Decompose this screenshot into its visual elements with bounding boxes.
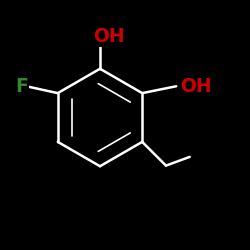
Text: OH: OH [93, 27, 124, 46]
Text: OH: OH [180, 77, 212, 96]
Text: F: F [15, 77, 28, 96]
